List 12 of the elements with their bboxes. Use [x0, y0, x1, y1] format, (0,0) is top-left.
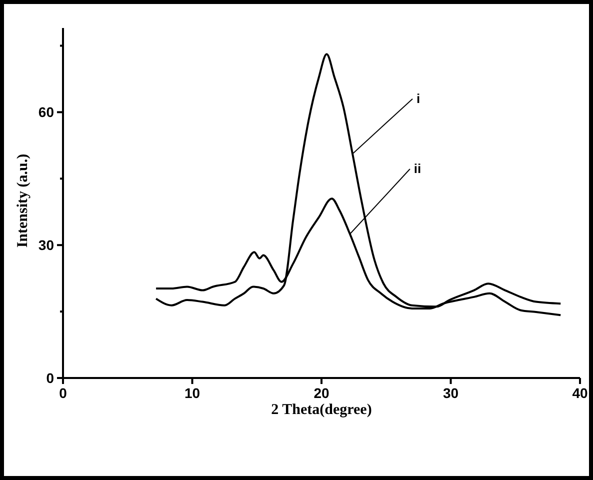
x-tick-label: 40 [572, 385, 588, 401]
annotation: i [416, 90, 420, 106]
x-tick-label: 20 [314, 385, 330, 401]
y-tick-label: 30 [38, 236, 54, 253]
x-tick-label: 10 [184, 385, 200, 401]
x-axis-title: 2 Theta(degree) [271, 402, 372, 418]
y-tick-label: 0 [46, 370, 54, 386]
y-axis-title: Intensity (a.u.) [15, 154, 31, 248]
x-tick-label: 0 [59, 385, 68, 401]
y-tick-label: 60 [38, 104, 54, 120]
annotation: ii [414, 161, 422, 176]
x-tick-label: 30 [442, 385, 459, 401]
